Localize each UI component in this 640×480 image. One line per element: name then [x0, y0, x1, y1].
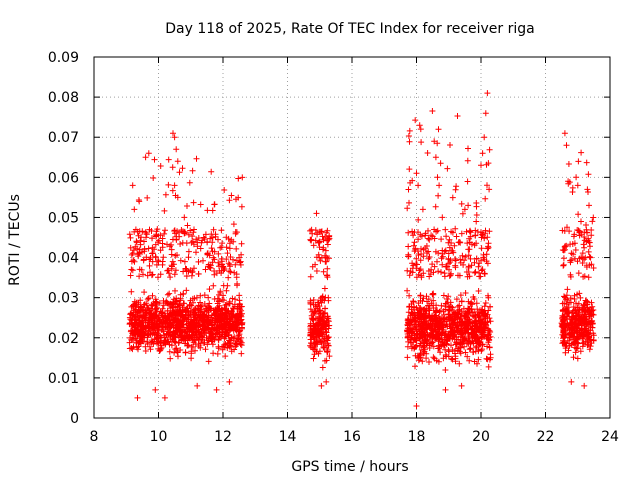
y-tick-labels: 0 0.01 0.02 0.03 0.04 0.05 0.06 0.07 0.08 0.09: [48, 50, 79, 427]
x-tick-label: 18: [408, 429, 426, 445]
data-points: [126, 90, 597, 409]
x-axis-label: GPS time / hours: [291, 459, 408, 475]
x-tick-label: 14: [279, 429, 297, 445]
y-tick-label: 0: [70, 411, 79, 427]
x-tick-labels: 8 10 12 14 16 18 20 22 24: [90, 429, 619, 445]
y-tick-label: 0.09: [48, 50, 79, 66]
x-tick-label: 8: [90, 429, 99, 445]
plot-frame: [93, 56, 611, 419]
x-tick-label: 24: [601, 429, 619, 445]
y-tick-label: 0.04: [48, 251, 79, 267]
y-tick-label: 0.01: [48, 371, 79, 387]
y-tick-label: 0.07: [48, 130, 79, 146]
chart-title: Day 118 of 2025, Rate Of TEC Index for r…: [165, 21, 534, 37]
y-tick-label: 0.03: [48, 291, 79, 307]
y-tick-label: 0.05: [48, 210, 79, 226]
x-tick-label: 16: [343, 429, 361, 445]
y-tick-label: 0.08: [48, 90, 79, 106]
roti-data-points: [126, 90, 597, 409]
x-tick-label: 22: [537, 429, 555, 445]
x-tick-label: 20: [472, 429, 490, 445]
x-tick-label: 12: [214, 429, 232, 445]
y-tick-label: 0.02: [48, 331, 79, 347]
x-tick-label: 10: [150, 429, 168, 445]
y-tick-label: 0.06: [48, 170, 79, 186]
y-axis-label: ROTI / TECUs: [7, 194, 23, 286]
